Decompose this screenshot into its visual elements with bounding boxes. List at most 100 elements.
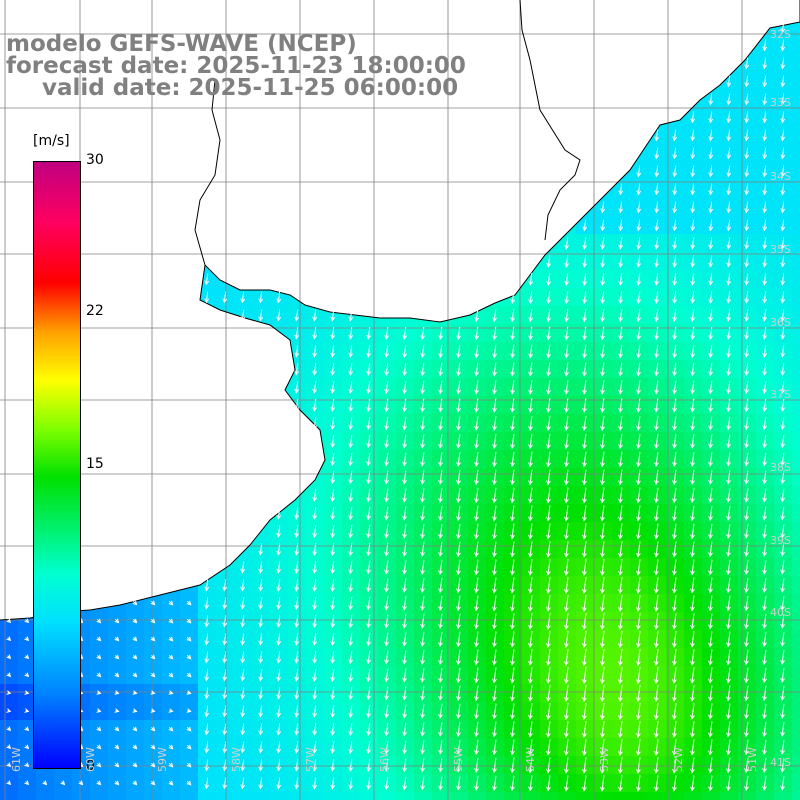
wind-vector [366,470,371,485]
wind-vector [708,93,714,106]
wind-speed-cell [144,792,163,800]
wind-vector [474,613,479,630]
wind-vector [762,165,768,178]
wind-vector [600,433,605,450]
wind-vector [384,416,389,431]
wind-speed-cell [792,792,800,800]
wind-vector [474,326,479,341]
wind-vector [348,723,353,736]
wind-vector [690,344,695,359]
wind-vector [564,541,569,558]
wind-speed-cell [90,792,109,800]
wind-vector [510,757,515,774]
wind-speed-cell [468,792,487,800]
wind-vector [240,687,246,700]
wind-vector [330,632,335,647]
wind-vector [366,777,372,790]
wind-vector [564,273,569,286]
wind-vector [474,559,479,576]
wind-vector [330,542,335,557]
colorbar-tick-15: 15 [86,456,104,472]
wind-vector [780,57,786,70]
wind-vector [222,669,228,682]
wind-vector [312,489,317,502]
wind-vector [330,614,335,629]
wind-vector [114,672,120,678]
wind-speed-cell [792,594,800,613]
wind-vector [384,596,389,611]
valid-date: valid date: 2025-11-25 06:00:00 [42,75,459,101]
wind-vector [276,579,282,592]
wind-vector [762,649,767,666]
wind-vector [132,672,138,678]
wind-vector [708,362,713,377]
wind-vector [366,650,371,665]
wind-vector [780,470,785,485]
wind-speed-cell [720,792,739,800]
longitude-label: 54W [524,747,537,772]
longitude-label: 53W [598,747,611,772]
wind-vector [726,506,731,521]
wind-vector [672,308,677,323]
wind-vector [564,415,569,432]
wind-vector [222,615,228,628]
wind-vector [654,362,659,377]
wind-vector [708,165,714,178]
longitude-label: 51W [746,747,759,772]
wind-vector [240,615,246,628]
wind-vector [672,613,677,630]
wind-vector [420,506,425,521]
wind-vector [744,57,750,70]
wind-vector [330,777,336,790]
wind-vector [456,667,461,684]
wind-vector [276,309,282,322]
wind-vector [672,452,677,467]
wind-vector [438,740,443,755]
wind-vector [222,579,228,592]
wind-vector [510,362,515,377]
wind-vector [258,759,264,772]
wind-vector [330,596,335,611]
wind-vector [528,273,533,286]
wind-vector [618,541,623,558]
wind-vector [762,631,767,647]
wind-vector [618,505,623,522]
wind-vector [420,650,425,665]
wind-vector [438,758,443,773]
wind-vector [726,703,731,720]
wind-vector [24,618,30,624]
wind-speed-cell [792,90,800,109]
latitude-label: 36S [770,316,791,329]
wind-speed-cell [792,774,800,793]
wind-vector [546,523,551,540]
wind-vector [474,434,479,449]
wind-speed-cell [792,162,800,181]
wind-vector [618,416,623,431]
wind-vector [366,524,371,539]
wind-vector [96,726,102,732]
wind-vector [600,666,605,685]
longitude-label: 57W [304,747,317,772]
wind-speed-cell [396,792,415,800]
wind-vector [762,327,768,340]
wind-vector [6,654,12,660]
wind-vector [672,523,677,540]
wind-speed-cell [324,792,343,800]
wind-vector [654,308,659,323]
wind-vector [546,613,551,630]
wind-vector [384,398,389,413]
wind-vector [690,165,696,178]
wind-vector [330,345,336,358]
wind-speed-cell [792,396,800,415]
wind-vector [240,561,246,574]
wind-vector [204,273,210,286]
wind-vector [726,183,732,196]
wind-vector [582,219,588,232]
wind-vector [510,398,515,413]
wind-vector [510,505,515,522]
wind-speed-cell [414,792,433,800]
wind-vector [546,308,551,323]
wind-vector [636,595,641,612]
wind-vector [312,506,317,520]
wind-vector [690,667,695,684]
